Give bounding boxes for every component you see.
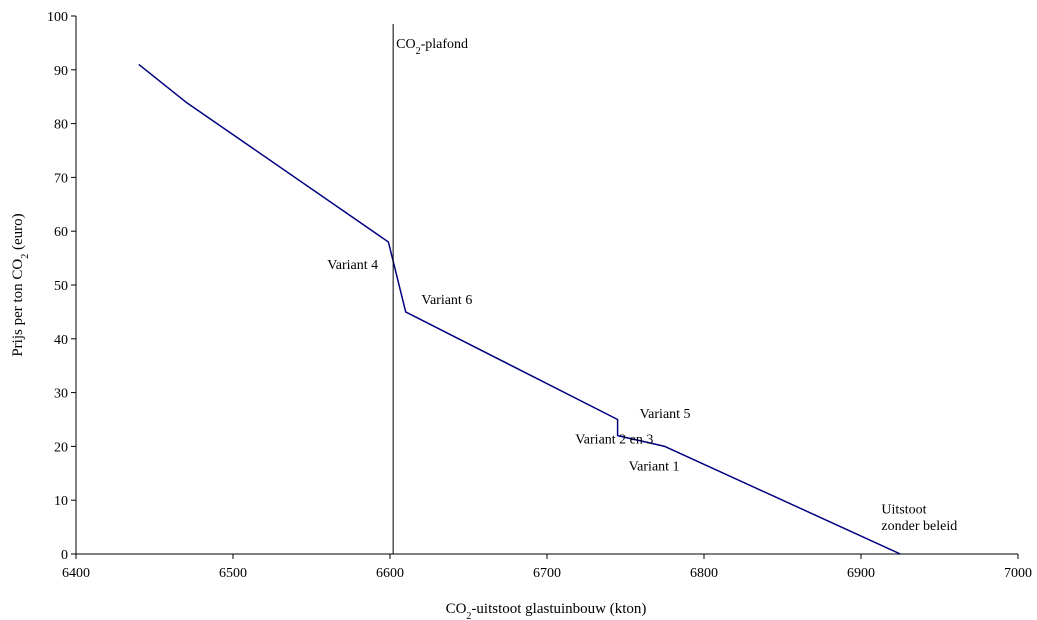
- annotation-label: Variant 1: [629, 460, 680, 475]
- annotation-label: zonder beleid: [881, 519, 957, 534]
- y-tick-label: 0: [61, 548, 68, 563]
- series-line: [138, 63, 901, 555]
- annotation-label: Variant 4: [327, 258, 378, 273]
- y-tick-label: 100: [47, 10, 68, 25]
- annotation-label: Uitstoot: [881, 503, 926, 518]
- annotation-label: Variant 6: [421, 293, 472, 308]
- x-tick-label: 6900: [847, 566, 875, 581]
- annotation-label: Variant 2 en 3: [575, 433, 653, 448]
- axes: 0 10 20 30 40 50 60 70 80 90 100 6400 6500 6600 6700 68…: [47, 10, 1032, 581]
- y-tick-label: 90: [54, 64, 68, 79]
- x-tick-label: 6700: [533, 566, 561, 581]
- y-tick-label: 10: [54, 494, 68, 509]
- x-axis-title: CO2-uitstoot glastuinbouw (kton): [446, 601, 647, 620]
- x-tick-label: 6800: [690, 566, 718, 581]
- reference-line-group: CO2-plafond: [392, 24, 468, 554]
- y-tick-label: 80: [54, 118, 68, 133]
- annotation-label: Variant 5: [640, 407, 691, 422]
- series-layer: [138, 63, 901, 555]
- co2-ceiling-label: CO2-plafond: [396, 37, 468, 57]
- x-tick-label: 6400: [62, 566, 90, 581]
- x-tick-label: 6600: [376, 566, 404, 581]
- x-tick-label: 6500: [219, 566, 247, 581]
- y-tick-label: 70: [54, 171, 68, 186]
- y-tick-label: 50: [54, 279, 68, 294]
- y-tick-label: 60: [54, 225, 68, 240]
- annotations: Variant 4 Variant 6 Variant 5 Variant 2 en …: [327, 258, 957, 534]
- y-tick-label: 40: [54, 333, 68, 348]
- y-tick-label: 20: [54, 440, 68, 455]
- y-tick-label: 30: [54, 387, 68, 402]
- y-axis-title: Prijs per ton CO2 (euro): [10, 213, 31, 356]
- x-tick-label: 7000: [1004, 566, 1032, 581]
